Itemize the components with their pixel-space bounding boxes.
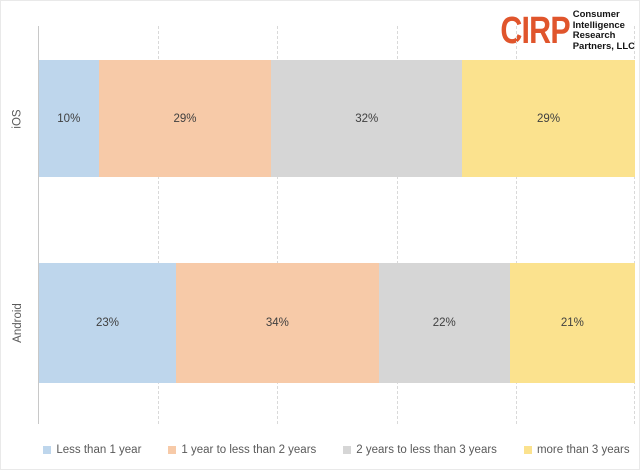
- plot-area: 10% 29% 32% 29% 23% 34% 22% 21%: [38, 26, 635, 424]
- legend-marker: [168, 446, 177, 454]
- logo-line: Intelligence: [572, 19, 625, 31]
- legend-marker: [523, 446, 532, 454]
- bar-segment: 34%: [176, 263, 379, 383]
- segment-value-label: 34%: [265, 317, 289, 329]
- cirp-logo-text: Consumer Intelligence Research Partners,…: [572, 9, 635, 52]
- category-label-android: Android: [12, 303, 25, 343]
- legend-label: 1 year to less than 2 years: [181, 444, 317, 456]
- legend-marker: [43, 446, 52, 454]
- bar-segment: 32%: [271, 60, 463, 177]
- category-label-ios: iOS: [11, 108, 24, 129]
- bar-segment: 23%: [39, 263, 177, 383]
- segment-value-label: 29%: [537, 112, 561, 125]
- gridline: [634, 26, 635, 424]
- gridline: [158, 26, 160, 424]
- legend: Less than 1 year 1 year to less than 2 ye…: [38, 441, 635, 459]
- bar-row-android: 23% 34% 22% 21%: [39, 263, 635, 383]
- legend-label: more than 3 years: [536, 444, 630, 456]
- gridline: [396, 26, 398, 424]
- segment-value-label: 32%: [355, 112, 379, 125]
- segment-value-label: 22%: [432, 317, 456, 329]
- legend-item: Less than 1 year: [43, 444, 141, 456]
- segment-value-label: 10%: [57, 112, 81, 125]
- legend-item: 2 years to less than 3 years: [343, 444, 497, 456]
- legend-label: 2 years to less than 3 years: [356, 444, 497, 456]
- bar-segment: 10%: [39, 60, 99, 177]
- cirp-logo: CIRP Consumer Intelligence Research Part…: [483, 9, 635, 52]
- bar-segment: 21%: [509, 263, 635, 383]
- logo-line: Partners, LLC: [572, 40, 635, 52]
- gridline: [277, 26, 279, 424]
- bar-segment: 22%: [378, 263, 510, 383]
- segment-value-label: 29%: [173, 112, 197, 125]
- bar-row-ios: 10% 29% 32% 29%: [39, 60, 635, 177]
- legend-item: more than 3 years: [523, 444, 630, 456]
- bar-segment: 29%: [98, 60, 272, 177]
- bar-segment: 29%: [462, 60, 635, 177]
- segment-value-label: 21%: [560, 317, 584, 329]
- segment-value-label: 23%: [96, 317, 120, 329]
- legend-marker: [343, 446, 352, 454]
- legend-label: Less than 1 year: [56, 444, 142, 456]
- legend-item: 1 year to less than 2 years: [168, 444, 316, 456]
- logo-line: Consumer: [572, 9, 620, 20]
- logo-line: Research: [572, 30, 616, 41]
- cirp-logo-acronym: CIRP: [500, 9, 570, 52]
- gridline: [515, 26, 517, 424]
